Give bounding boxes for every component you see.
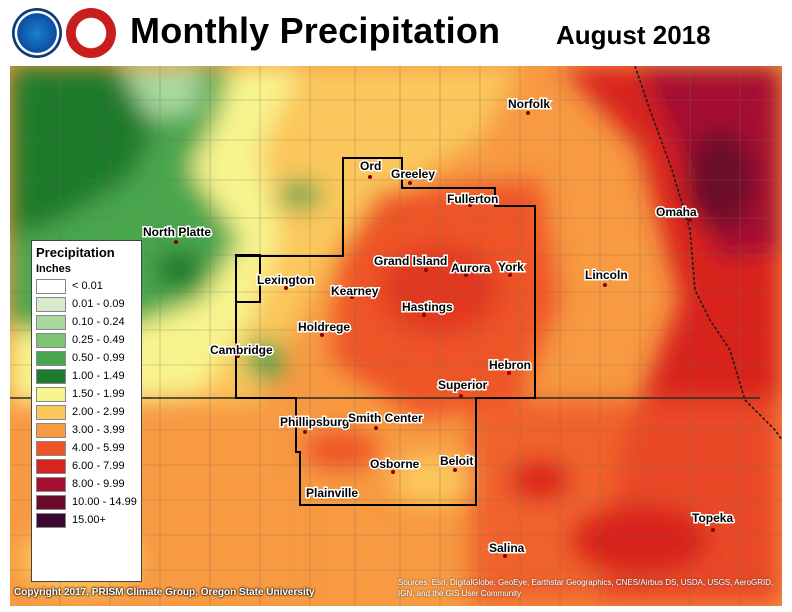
- legend-label: 0.01 - 0.09: [72, 298, 125, 310]
- header: Monthly Precipitation August 2018: [0, 0, 792, 66]
- legend-label: 10.00 - 14.99: [72, 496, 137, 508]
- legend-item: 6.00 - 7.99: [32, 457, 141, 475]
- city-lexington: Lexington: [257, 273, 314, 287]
- city-salina: Salina: [489, 541, 525, 555]
- state-boundary-east: [634, 66, 782, 441]
- city-plainville: Plainville: [306, 486, 358, 500]
- sources-text: Sources: Esri, DigitalGlobe, GeoEye, Ear…: [398, 578, 774, 598]
- legend-item: 3.00 - 3.99: [32, 421, 141, 439]
- legend-rows: < 0.01 0.01 - 0.09 0.10 - 0.24 0.25 - 0.49 0…: [32, 277, 141, 529]
- city-marker: [174, 240, 178, 244]
- legend-swatch: [36, 368, 66, 384]
- city-ord: Ord: [360, 159, 381, 173]
- legend-label: 1.50 - 1.99: [72, 388, 125, 400]
- city-labels: North Platte Ord Greeley Norfolk Fullert…: [142, 96, 735, 558]
- legend-swatch: [36, 494, 66, 510]
- legend-item: 1.50 - 1.99: [32, 385, 141, 403]
- legend-label: 0.50 - 0.99: [72, 352, 125, 364]
- legend-swatch: [36, 314, 66, 330]
- legend-swatch: [36, 440, 66, 456]
- legend-item: 0.01 - 0.09: [32, 295, 141, 313]
- city-north-platte: North Platte: [143, 225, 211, 239]
- legend-swatch: [36, 422, 66, 438]
- legend-item: 10.00 - 14.99: [32, 493, 141, 511]
- legend-label: 0.25 - 0.49: [72, 334, 125, 346]
- city-holdrege: Holdrege: [298, 320, 350, 334]
- legend-label: 1.00 - 1.49: [72, 370, 125, 382]
- city-phillipsburg: Phillipsburg: [280, 415, 349, 429]
- legend-label: 2.00 - 2.99: [72, 406, 125, 418]
- legend-swatch: [36, 512, 66, 528]
- legend-item: < 0.01: [32, 277, 141, 295]
- city-smith-center: Smith Center: [348, 411, 423, 425]
- nws-logo: [66, 8, 116, 58]
- legend-swatch: [36, 296, 66, 312]
- legend-swatch: [36, 350, 66, 366]
- city-topeka: Topeka: [692, 511, 733, 525]
- legend-label: < 0.01: [72, 280, 103, 292]
- legend-label: 15.00+: [72, 514, 106, 526]
- legend-unit: Inches: [36, 263, 71, 275]
- city-cambridge: Cambridge: [210, 343, 273, 357]
- city-greeley: Greeley: [391, 167, 435, 181]
- legend-item: 2.00 - 2.99: [32, 403, 141, 421]
- legend-item: 15.00+: [32, 511, 141, 529]
- legend-label: 6.00 - 7.99: [72, 460, 125, 472]
- legend-label: 3.00 - 3.99: [72, 424, 125, 436]
- legend-item: 0.10 - 0.24: [32, 313, 141, 331]
- city-kearney: Kearney: [331, 284, 379, 298]
- city-grand-island: Grand Island: [374, 254, 447, 268]
- forecast-area-outline: [235, 157, 536, 506]
- city-beloit: Beloit: [440, 454, 473, 468]
- legend-swatch: [36, 386, 66, 402]
- legend-item: 0.25 - 0.49: [32, 331, 141, 349]
- period-label: August 2018: [556, 20, 711, 50]
- legend-label: 8.00 - 9.99: [72, 478, 125, 490]
- legend-item: 1.00 - 1.49: [32, 367, 141, 385]
- legend-item: 8.00 - 9.99: [32, 475, 141, 493]
- legend-swatch: [36, 278, 66, 294]
- legend-label: 4.00 - 5.99: [72, 442, 125, 454]
- map-title: Monthly Precipitation: [130, 10, 501, 51]
- copyright-text: Copyright 2017, PRISM Climate Group, Ore…: [14, 587, 315, 598]
- legend-swatch: [36, 476, 66, 492]
- city-lincoln: Lincoln: [585, 268, 628, 282]
- city-osborne: Osborne: [370, 457, 420, 471]
- legend-swatch: [36, 404, 66, 420]
- city-aurora: Aurora: [451, 261, 491, 275]
- city-fullerton: Fullerton: [447, 192, 498, 206]
- city-hastings: Hastings: [402, 300, 453, 314]
- legend-label: 0.10 - 0.24: [72, 316, 125, 328]
- legend-title: Precipitation: [36, 245, 115, 260]
- legend-swatch: [36, 458, 66, 474]
- legend: Precipitation Inches < 0.01 0.01 - 0.09 0.…: [31, 240, 142, 582]
- city-superior: Superior: [438, 378, 488, 392]
- legend-item: 0.50 - 0.99: [32, 349, 141, 367]
- legend-item: 4.00 - 5.99: [32, 439, 141, 457]
- city-york: York: [498, 260, 524, 274]
- legend-swatch: [36, 332, 66, 348]
- city-norfolk: Norfolk: [508, 97, 550, 111]
- city-hebron: Hebron: [489, 358, 531, 372]
- noaa-logo: [12, 8, 62, 58]
- city-omaha: Omaha: [656, 205, 697, 219]
